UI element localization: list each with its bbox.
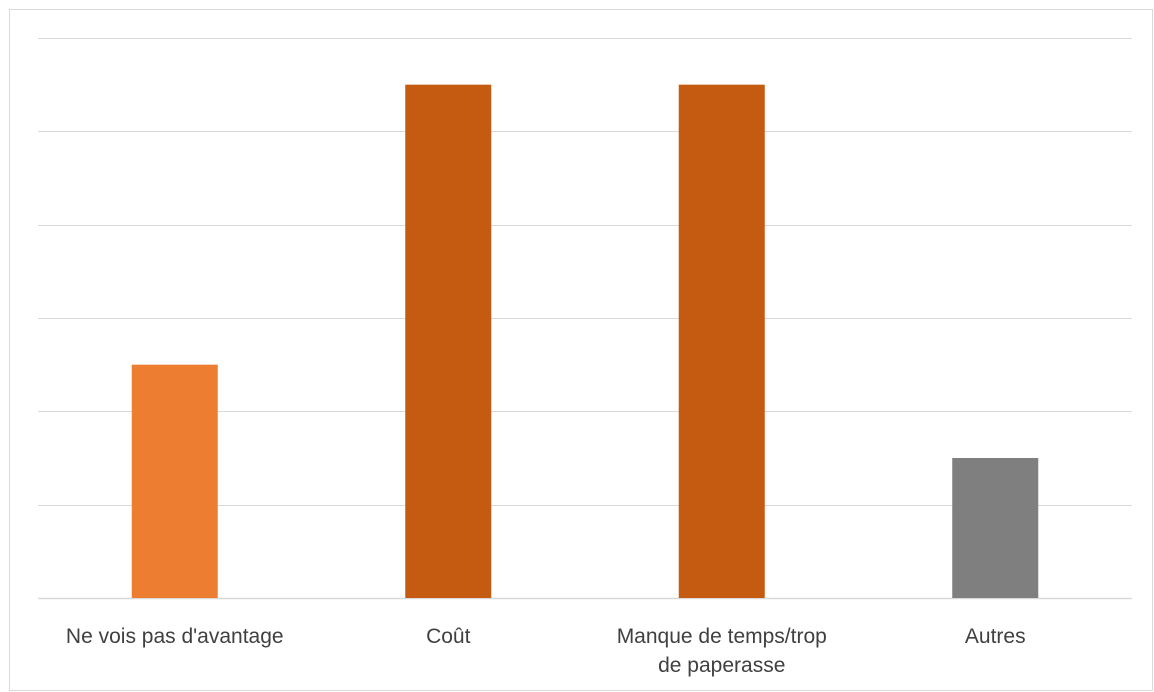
- x-tick-label: Autres: [965, 625, 1026, 648]
- x-tick-label: de paperasse: [658, 654, 785, 677]
- gridlines: [38, 38, 1132, 600]
- bars: [131, 84, 1039, 598]
- x-tick-label: Ne vois pas d'avantage: [66, 625, 284, 648]
- bar: [678, 84, 765, 598]
- category-labels: Ne vois pas d'avantage Coût Manque de temp…: [66, 625, 1026, 677]
- x-tick-label: Coût: [426, 625, 471, 648]
- bar: [131, 364, 218, 598]
- x-tick-label: Manque de temps/trop: [617, 625, 827, 648]
- bar: [405, 84, 492, 598]
- bar: [952, 458, 1039, 598]
